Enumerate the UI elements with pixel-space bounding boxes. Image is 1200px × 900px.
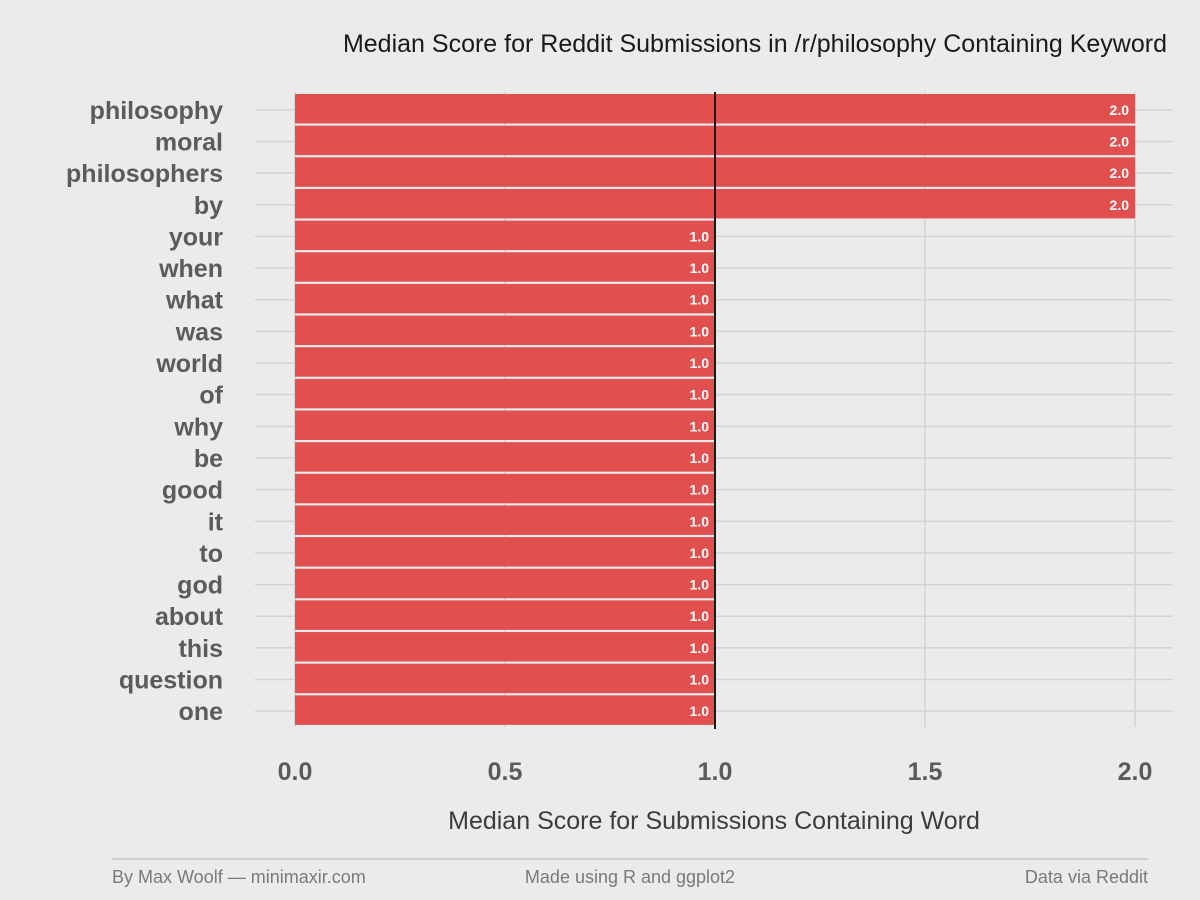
- bar-value-label: 1.0: [690, 323, 710, 339]
- x-tick-labels: 0.0 0.5 1.0 1.5 2.0: [278, 758, 1153, 786]
- bar-of: [295, 378, 715, 409]
- category-label-it: it: [208, 508, 224, 536]
- bar-value-label: 2.0: [1110, 133, 1130, 149]
- category-labels: philosophy moral philosophers by your when wha…: [66, 97, 224, 726]
- category-label-when: when: [158, 255, 223, 283]
- category-label-what: what: [165, 287, 224, 315]
- x-tick-label: 0.5: [488, 758, 523, 786]
- bar-about: [295, 600, 715, 630]
- bar-value-label: 1.0: [690, 577, 710, 593]
- bar-god: [295, 568, 715, 599]
- bar-it: [295, 505, 715, 535]
- bar-value-label: 1.0: [690, 672, 710, 688]
- x-tick-label: 1.0: [698, 758, 733, 786]
- bar-one: [295, 695, 715, 725]
- bar-to: [295, 537, 715, 567]
- category-label-one: one: [179, 698, 224, 726]
- category-label-world: world: [155, 350, 223, 378]
- category-label-moral: moral: [155, 128, 223, 156]
- category-label-by: by: [194, 192, 223, 220]
- category-label-of: of: [199, 382, 223, 410]
- bar-value-label: 1.0: [690, 513, 710, 529]
- bar-value-label: 1.0: [690, 482, 710, 498]
- category-label-your: your: [169, 223, 223, 251]
- bar-what: [295, 283, 715, 314]
- footer-source: Data via Reddit: [1025, 867, 1148, 887]
- bar-this: [295, 632, 715, 662]
- category-label-be: be: [194, 445, 223, 473]
- footer-author: By Max Woolf — minimaxir.com: [112, 867, 366, 887]
- bar-value-label: 1.0: [690, 228, 710, 244]
- bar-value-label: 1.0: [690, 387, 710, 403]
- bar-value-label: 1.0: [690, 545, 710, 561]
- bar-value-label: 1.0: [690, 640, 710, 656]
- bar-question: [295, 663, 715, 694]
- bar-value-label: 1.0: [690, 355, 710, 371]
- bar-was: [295, 315, 715, 346]
- bar-value-label: 1.0: [690, 260, 710, 276]
- category-label-why: why: [173, 413, 223, 441]
- bar-value-label: 2.0: [1110, 165, 1130, 181]
- category-label-god: god: [177, 572, 223, 600]
- category-label-question: question: [119, 667, 223, 695]
- bar-your: [295, 220, 715, 251]
- chart-title: Median Score for Reddit Submissions in /…: [343, 30, 1167, 58]
- bar-be: [295, 442, 715, 472]
- footer-tool: Made using R and ggplot2: [525, 867, 735, 887]
- bar-value-label: 2.0: [1110, 197, 1130, 213]
- x-tick-label: 2.0: [1118, 758, 1153, 786]
- category-label-good: good: [162, 477, 223, 505]
- bar-value-label: 1.0: [690, 703, 710, 719]
- bar-value-label: 1.0: [690, 292, 710, 308]
- category-label-philosophy: philosophy: [90, 97, 223, 125]
- category-label-to: to: [199, 540, 223, 568]
- category-label-this: this: [179, 635, 223, 663]
- bar-value-label: 1.0: [690, 450, 710, 466]
- x-tick-label: 1.5: [908, 758, 943, 786]
- bar-value-label: 2.0: [1110, 102, 1130, 118]
- bar-good: [295, 473, 715, 504]
- category-label-philosophers: philosophers: [66, 160, 223, 188]
- bar-why: [295, 410, 715, 440]
- bar-when: [295, 252, 715, 282]
- bar-world: [295, 347, 715, 377]
- bar-value-label: 1.0: [690, 608, 710, 624]
- bar-value-label: 1.0: [690, 418, 710, 434]
- x-tick-label: 0.0: [278, 758, 313, 786]
- x-axis-title: Median Score for Submissions Containing …: [448, 807, 980, 835]
- category-label-was: was: [175, 318, 223, 346]
- category-label-about: about: [155, 603, 224, 631]
